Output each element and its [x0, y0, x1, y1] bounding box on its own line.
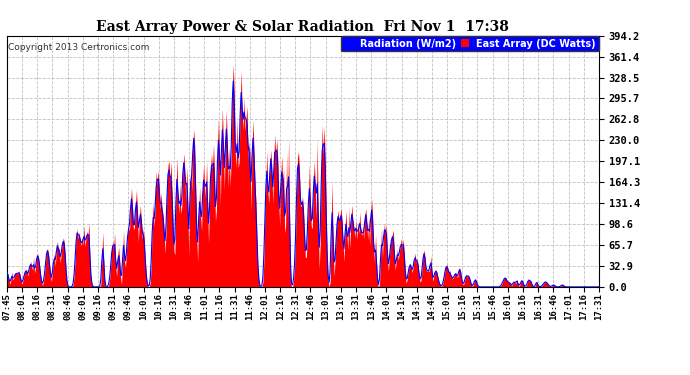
Title: East Array Power & Solar Radiation  Fri Nov 1  17:38: East Array Power & Solar Radiation Fri N…	[97, 21, 509, 34]
Legend: Radiation (W/m2), East Array (DC Watts): Radiation (W/m2), East Array (DC Watts)	[342, 36, 599, 51]
Text: Copyright 2013 Certronics.com: Copyright 2013 Certronics.com	[8, 43, 150, 52]
